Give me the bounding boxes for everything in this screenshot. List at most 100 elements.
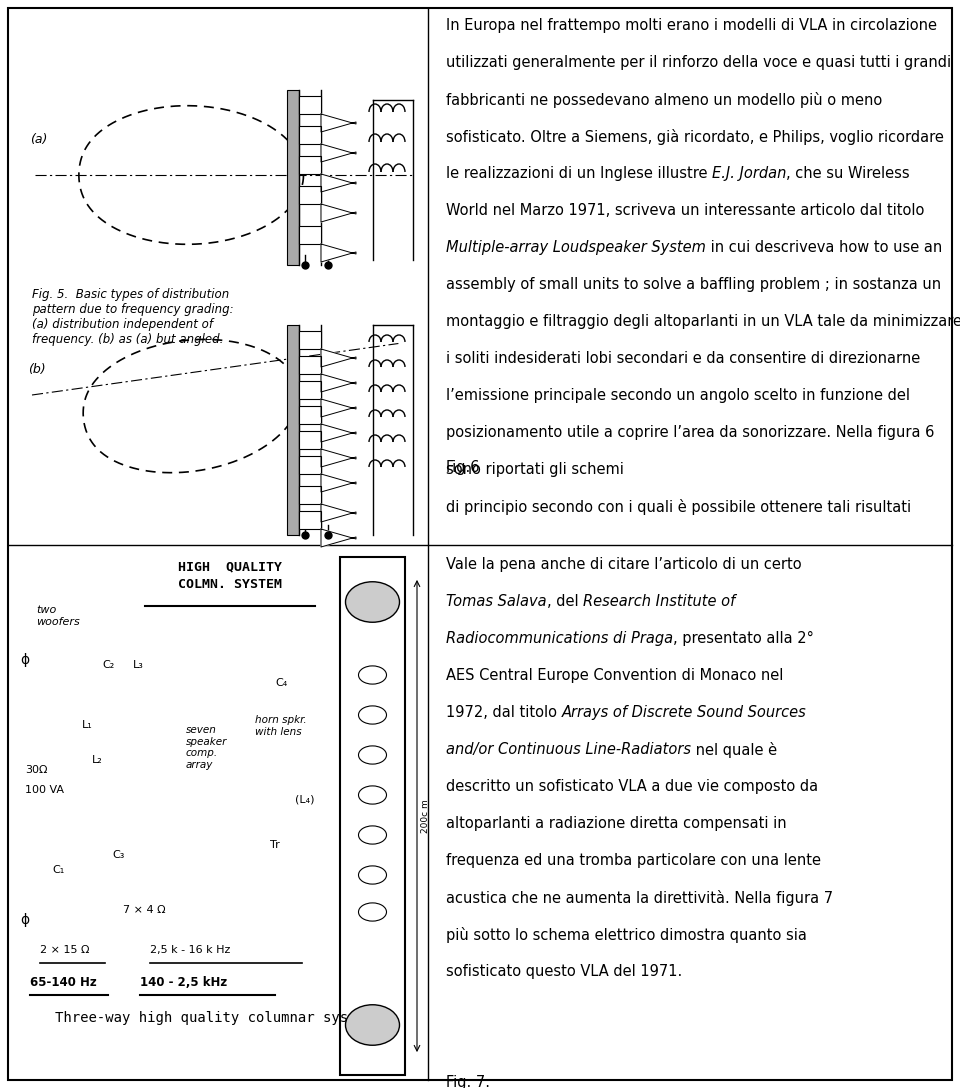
Polygon shape xyxy=(321,399,356,417)
Text: In Europa nel frattempo molti erano i modelli di VLA in circolazione: In Europa nel frattempo molti erano i mo… xyxy=(446,18,937,33)
Text: 100 VA: 100 VA xyxy=(25,786,64,795)
Text: L₂: L₂ xyxy=(92,755,103,765)
Text: Arrays of Discrete Sound Sources: Arrays of Discrete Sound Sources xyxy=(562,705,806,720)
Text: Research Institute of: Research Institute of xyxy=(583,594,735,609)
Text: AES Central Europe Convention di Monaco nel: AES Central Europe Convention di Monaco … xyxy=(446,668,783,683)
Text: sofisticato questo VLA del 1971.: sofisticato questo VLA del 1971. xyxy=(446,964,683,979)
Bar xyxy=(299,486,321,504)
Text: , presentato alla 2°: , presentato alla 2° xyxy=(673,631,814,646)
Text: two
woofers: two woofers xyxy=(36,605,80,627)
Bar xyxy=(299,96,321,114)
Polygon shape xyxy=(321,349,356,367)
Text: , che su Wireless: , che su Wireless xyxy=(786,166,910,181)
Text: Radiocommunications di Praga: Radiocommunications di Praga xyxy=(446,631,673,646)
Bar xyxy=(299,156,321,174)
Text: Tomas Salava: Tomas Salava xyxy=(446,594,546,609)
Bar xyxy=(299,381,321,399)
Bar xyxy=(340,557,405,1075)
Text: 65-140 Hz: 65-140 Hz xyxy=(30,976,97,989)
Polygon shape xyxy=(321,374,356,392)
Text: ϕ: ϕ xyxy=(20,913,29,927)
Text: HIGH  QUALITY: HIGH QUALITY xyxy=(178,560,282,573)
Text: L₁: L₁ xyxy=(82,720,93,730)
Text: di principio secondo con i quali è possibile ottenere tali risultati: di principio secondo con i quali è possi… xyxy=(446,499,911,515)
Text: L₃: L₃ xyxy=(133,660,144,670)
Text: COLMN. SYSTEM: COLMN. SYSTEM xyxy=(178,578,282,591)
Text: le realizzazioni di un Inglese illustre: le realizzazioni di un Inglese illustre xyxy=(446,166,712,181)
Text: Fig. 5.  Basic types of distribution
pattern due to frequency grading:
(a) distr: Fig. 5. Basic types of distribution patt… xyxy=(32,288,233,346)
Text: sofisticato. Oltre a Siemens, già ricordato, e Philips, voglio ricordare: sofisticato. Oltre a Siemens, già ricord… xyxy=(446,129,944,145)
Bar xyxy=(299,226,321,244)
Bar xyxy=(287,90,299,265)
Polygon shape xyxy=(321,449,356,467)
Text: , del: , del xyxy=(546,594,583,609)
Text: i soliti indesiderati lobi secondari e da consentire di direzionarne: i soliti indesiderati lobi secondari e d… xyxy=(446,351,921,366)
Text: Vale la pena anche di citare l’articolo di un certo: Vale la pena anche di citare l’articolo … xyxy=(446,557,802,572)
Ellipse shape xyxy=(346,582,399,622)
Text: C₂: C₂ xyxy=(102,660,114,670)
Text: fabbricanti ne possedevano almeno un modello più o meno: fabbricanti ne possedevano almeno un mod… xyxy=(446,92,882,108)
Text: Three-way high quality columnar system: Three-way high quality columnar system xyxy=(55,1011,373,1025)
Text: altoparlanti a radiazione diretta compensati in: altoparlanti a radiazione diretta compen… xyxy=(446,816,786,831)
Text: 140 - 2,5 kHz: 140 - 2,5 kHz xyxy=(140,976,228,989)
Text: 1972, dal titolo: 1972, dal titolo xyxy=(446,705,562,720)
Text: 7 × 4 Ω: 7 × 4 Ω xyxy=(123,905,166,915)
Bar xyxy=(299,331,321,349)
Text: C₃: C₃ xyxy=(112,850,125,860)
Text: Fig. 7.: Fig. 7. xyxy=(446,1075,490,1088)
Text: 200c m: 200c m xyxy=(421,799,430,833)
Text: C₄: C₄ xyxy=(275,678,287,688)
Text: Multiple-array Loudspeaker System: Multiple-array Loudspeaker System xyxy=(446,240,706,255)
Ellipse shape xyxy=(358,866,387,885)
Text: posizionamento utile a coprire l’area da sonorizzare. Nella figura 6: posizionamento utile a coprire l’area da… xyxy=(446,425,934,440)
Bar xyxy=(299,186,321,205)
Text: ϕ: ϕ xyxy=(20,653,29,667)
Text: E.J. Jordan: E.J. Jordan xyxy=(712,166,786,181)
Polygon shape xyxy=(321,174,356,191)
Bar xyxy=(287,325,299,535)
Bar xyxy=(299,406,321,424)
Polygon shape xyxy=(321,144,356,162)
Text: utilizzati generalmente per il rinforzo della voce e quasi tutti i grandi: utilizzati generalmente per il rinforzo … xyxy=(446,55,951,70)
Text: montaggio e filtraggio degli altoparlanti in un VLA tale da minimizzare: montaggio e filtraggio degli altoparlant… xyxy=(446,314,960,329)
Polygon shape xyxy=(321,244,356,262)
Text: descritto un sofisticato VLA a due vie composto da: descritto un sofisticato VLA a due vie c… xyxy=(446,779,818,794)
Text: 2,5 k - 16 k Hz: 2,5 k - 16 k Hz xyxy=(150,945,230,955)
Polygon shape xyxy=(321,424,356,442)
Text: più sotto lo schema elettrico dimostra quanto sia: più sotto lo schema elettrico dimostra q… xyxy=(446,927,806,943)
Ellipse shape xyxy=(358,826,387,844)
Text: and/or Continuous Line-Radiators: and/or Continuous Line-Radiators xyxy=(446,742,691,757)
Text: (L₄): (L₄) xyxy=(295,795,315,805)
Ellipse shape xyxy=(346,1004,399,1046)
Polygon shape xyxy=(321,205,356,222)
Bar xyxy=(299,356,321,374)
Text: C₁: C₁ xyxy=(52,865,64,875)
Text: (a): (a) xyxy=(30,134,47,147)
Text: 2 × 15 Ω: 2 × 15 Ω xyxy=(40,945,89,955)
Text: assembly of small units to solve a baffling problem ; in sostanza un: assembly of small units to solve a baffl… xyxy=(446,277,941,292)
Text: World nel Marzo 1971, scriveva un interessante articolo dal titolo: World nel Marzo 1971, scriveva un intere… xyxy=(446,203,924,218)
Ellipse shape xyxy=(358,706,387,725)
Text: Tr: Tr xyxy=(270,840,279,850)
Ellipse shape xyxy=(358,746,387,764)
Ellipse shape xyxy=(358,903,387,922)
Bar xyxy=(299,126,321,144)
Text: l’emissione principale secondo un angolo scelto in funzione del: l’emissione principale secondo un angolo… xyxy=(446,388,910,403)
Bar xyxy=(299,511,321,529)
Text: 30Ω: 30Ω xyxy=(25,765,47,775)
Text: seven
speaker
comp.
array: seven speaker comp. array xyxy=(186,725,228,770)
Text: acustica che ne aumenta la direttività. Nella figura 7: acustica che ne aumenta la direttività. … xyxy=(446,890,833,906)
Text: in cui descriveva how to use an: in cui descriveva how to use an xyxy=(706,240,942,255)
Text: nel quale è: nel quale è xyxy=(691,742,778,758)
Text: Fig.6: Fig.6 xyxy=(446,460,481,475)
Polygon shape xyxy=(321,114,356,132)
Text: frequenza ed una tromba particolare con una lente: frequenza ed una tromba particolare con … xyxy=(446,853,821,868)
Polygon shape xyxy=(321,504,356,522)
Text: sono riportati gli schemi: sono riportati gli schemi xyxy=(446,462,624,477)
Ellipse shape xyxy=(358,786,387,804)
Bar xyxy=(299,431,321,449)
Ellipse shape xyxy=(358,666,387,684)
Text: horn spkr.
with lens: horn spkr. with lens xyxy=(255,715,306,737)
Polygon shape xyxy=(321,529,356,547)
Text: (b): (b) xyxy=(28,363,46,376)
